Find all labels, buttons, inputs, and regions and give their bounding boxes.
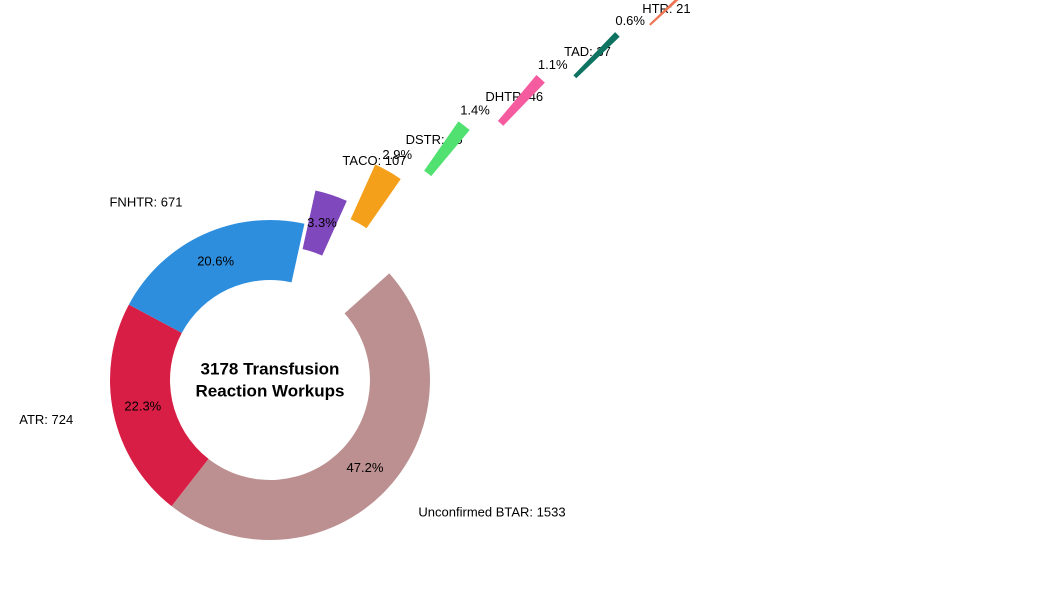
transfusion-pie-chart: 47.2% Unconfirmed BTAR: 1533 22.3% ATR: 724…: [0, 0, 1050, 616]
slice-pct-label: 20.6%: [197, 253, 234, 268]
slice-name-label: ATR: 724: [19, 412, 73, 427]
slice-name-label: FNHTR: 671: [109, 194, 182, 209]
pie-slice: [129, 220, 305, 333]
slice-pct-label: 47.2%: [347, 460, 384, 475]
slice-pct-label: 2.9%: [382, 147, 412, 162]
slice-pct-label: 0.6%: [615, 13, 645, 28]
pie-slice: [172, 273, 430, 540]
chart-center-title-line1: 3178 Transfusion: [201, 359, 340, 378]
slice-pct-label: 3.3%: [307, 215, 337, 230]
slice-pct-label: 1.4%: [460, 103, 490, 118]
chart-center-title-line2: Reaction Workups: [196, 381, 345, 400]
pie-slice: [424, 121, 470, 176]
slice-name-label: Unconfirmed BTAR: 1533: [418, 505, 565, 520]
pie-slice: [351, 165, 401, 229]
slice-pct-label: 22.3%: [124, 398, 161, 413]
